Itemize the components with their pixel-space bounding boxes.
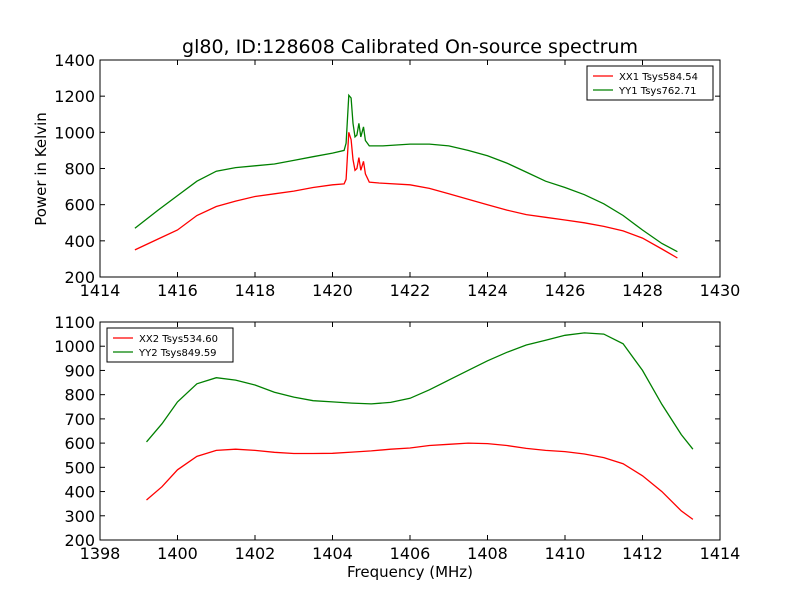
y-tick-label: 600 <box>64 434 95 453</box>
y-tick-label: 1100 <box>54 313 95 332</box>
x-tick-label: 1412 <box>622 544 663 563</box>
x-tick-label: 1414 <box>80 281 121 300</box>
series-line-xx1 <box>134 132 678 259</box>
y-tick-label: 600 <box>64 196 95 215</box>
y-tick-label: 1000 <box>54 123 95 142</box>
x-tick-label: 1420 <box>312 281 353 300</box>
y-tick-label: 1400 <box>54 51 95 70</box>
series-line-yy1 <box>134 93 678 253</box>
x-tick-label: 1404 <box>312 544 353 563</box>
x-tick-label: 1402 <box>235 544 276 563</box>
legend-label: XX1 Tsys584.54 <box>619 72 698 83</box>
legend-label: YY1 Tsys762.71 <box>618 86 697 97</box>
legend-label: YY2 Tsys849.59 <box>138 348 217 359</box>
legend-label: XX2 Tsys534.60 <box>139 334 218 345</box>
top-panel: 1414 1416 1418 1420 1422 1424 1426 1428 1430 200 4… <box>54 51 740 300</box>
series-line-yy2 <box>146 332 694 450</box>
x-tick-label: 1408 <box>467 544 508 563</box>
x-axis-label: Frequency (MHz) <box>347 563 473 581</box>
legend-box <box>106 327 234 363</box>
y-tick-label: 300 <box>64 507 95 526</box>
x-tick-label: 1406 <box>390 544 431 563</box>
x-tick-label: 1418 <box>235 281 276 300</box>
y-tick-label: 400 <box>64 483 95 502</box>
x-tick-label: 1424 <box>467 281 508 300</box>
y-tick-label: 200 <box>64 531 95 550</box>
x-tick-label: 1428 <box>622 281 663 300</box>
y-tick-label: 200 <box>64 268 95 287</box>
legend-box <box>586 65 714 101</box>
y-axis-label: Power in Kelvin <box>32 112 50 226</box>
y-tick-label: 900 <box>64 361 95 380</box>
y-tick-label: 1200 <box>54 87 95 106</box>
chart-title: gl80, ID:128608 Calibrated On-source spe… <box>182 36 638 58</box>
y-tick-label: 800 <box>64 160 95 179</box>
y-tick-label: 1000 <box>54 337 95 356</box>
x-tick-label: 1398 <box>80 544 121 563</box>
y-tick-label: 500 <box>64 458 95 477</box>
y-tick-label: 700 <box>64 410 95 429</box>
y-tick-label: 400 <box>64 232 95 251</box>
x-tick-label: 1414 <box>700 544 741 563</box>
x-tick-label: 1416 <box>157 281 198 300</box>
y-tick-label: 800 <box>64 386 95 405</box>
x-tick-label: 1422 <box>390 281 431 300</box>
legend: XX2 Tsys534.60 YY2 Tsys849.59 <box>106 327 234 363</box>
x-tick-label: 1430 <box>700 281 741 300</box>
bottom-panel: 1398 1400 1402 1404 1406 1408 1410 1412 1414 200 3… <box>54 313 740 563</box>
x-tick-label: 1426 <box>545 281 586 300</box>
series-line-xx2 <box>146 442 694 520</box>
legend: XX1 Tsys584.54 YY1 Tsys762.71 <box>586 65 714 101</box>
x-tick-label: 1410 <box>545 544 586 563</box>
x-tick-label: 1400 <box>157 544 198 563</box>
